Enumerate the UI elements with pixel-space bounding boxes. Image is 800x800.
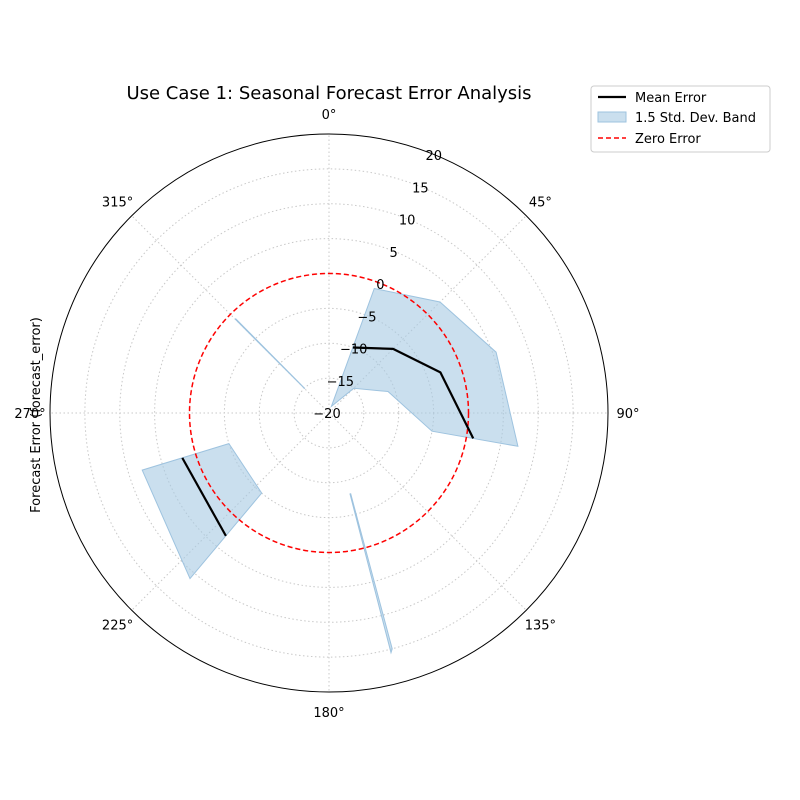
legend-mean-label: Mean Error <box>635 91 707 106</box>
chart-title: Use Case 1: Seasonal Forecast Error Anal… <box>126 83 531 104</box>
legend-frame <box>590 85 771 153</box>
theta-tick-label: 315° <box>102 196 133 211</box>
zero-layer <box>188 272 470 554</box>
r-tick-label: 5 <box>390 246 398 261</box>
legend-band-swatch <box>597 111 627 123</box>
mean-layer <box>181 346 475 537</box>
radial-gridline <box>293 377 365 449</box>
legend-zero-label: Zero Error <box>635 132 701 147</box>
legend: Mean Error 1.5 Std. Dev. Band Zero Error <box>590 85 771 153</box>
angular-gridline <box>328 412 527 611</box>
r-tick-label: −10 <box>340 343 367 358</box>
theta-tick-label: 135° <box>525 618 556 633</box>
y-axis-label: Forecast Error (forecast_error) <box>29 317 44 513</box>
theta-tick-label: 270° <box>14 407 45 422</box>
labels-layer: −20 −15 −10 −5 0 5 10 15 20 0° 45° 90° 135° 180° 225° 2… <box>14 108 639 721</box>
r-tick-label: 0 <box>376 278 384 293</box>
theta-tick-label: 45° <box>529 196 552 211</box>
radial-gridline <box>258 342 400 484</box>
mean-error-line <box>181 457 227 537</box>
r-tick-label: −15 <box>327 375 354 390</box>
theta-tick-label: 90° <box>616 407 639 422</box>
r-tick-label: 15 <box>412 182 429 197</box>
r-tick-label: 20 <box>426 149 443 164</box>
zero-error-circle <box>188 272 470 554</box>
std-band-area <box>349 493 393 655</box>
angular-gridline <box>131 412 330 611</box>
r-tick-label: 10 <box>399 214 416 229</box>
std-band-area <box>141 443 263 580</box>
theta-tick-label: 180° <box>313 706 344 721</box>
std-band-area <box>330 287 519 447</box>
angular-gridline <box>131 215 330 414</box>
theta-tick-label: 225° <box>102 618 133 633</box>
r-tick-label: −20 <box>313 407 340 422</box>
r-tick-label: −5 <box>357 310 376 325</box>
theta-tick-label: 0° <box>322 108 337 123</box>
polar-frame <box>49 133 609 693</box>
mean-error-line <box>352 346 475 439</box>
legend-band-label: 1.5 Std. Dev. Band <box>635 111 756 126</box>
band-layer <box>141 287 519 655</box>
angular-gridline <box>328 215 527 414</box>
std-band-area <box>234 318 306 389</box>
